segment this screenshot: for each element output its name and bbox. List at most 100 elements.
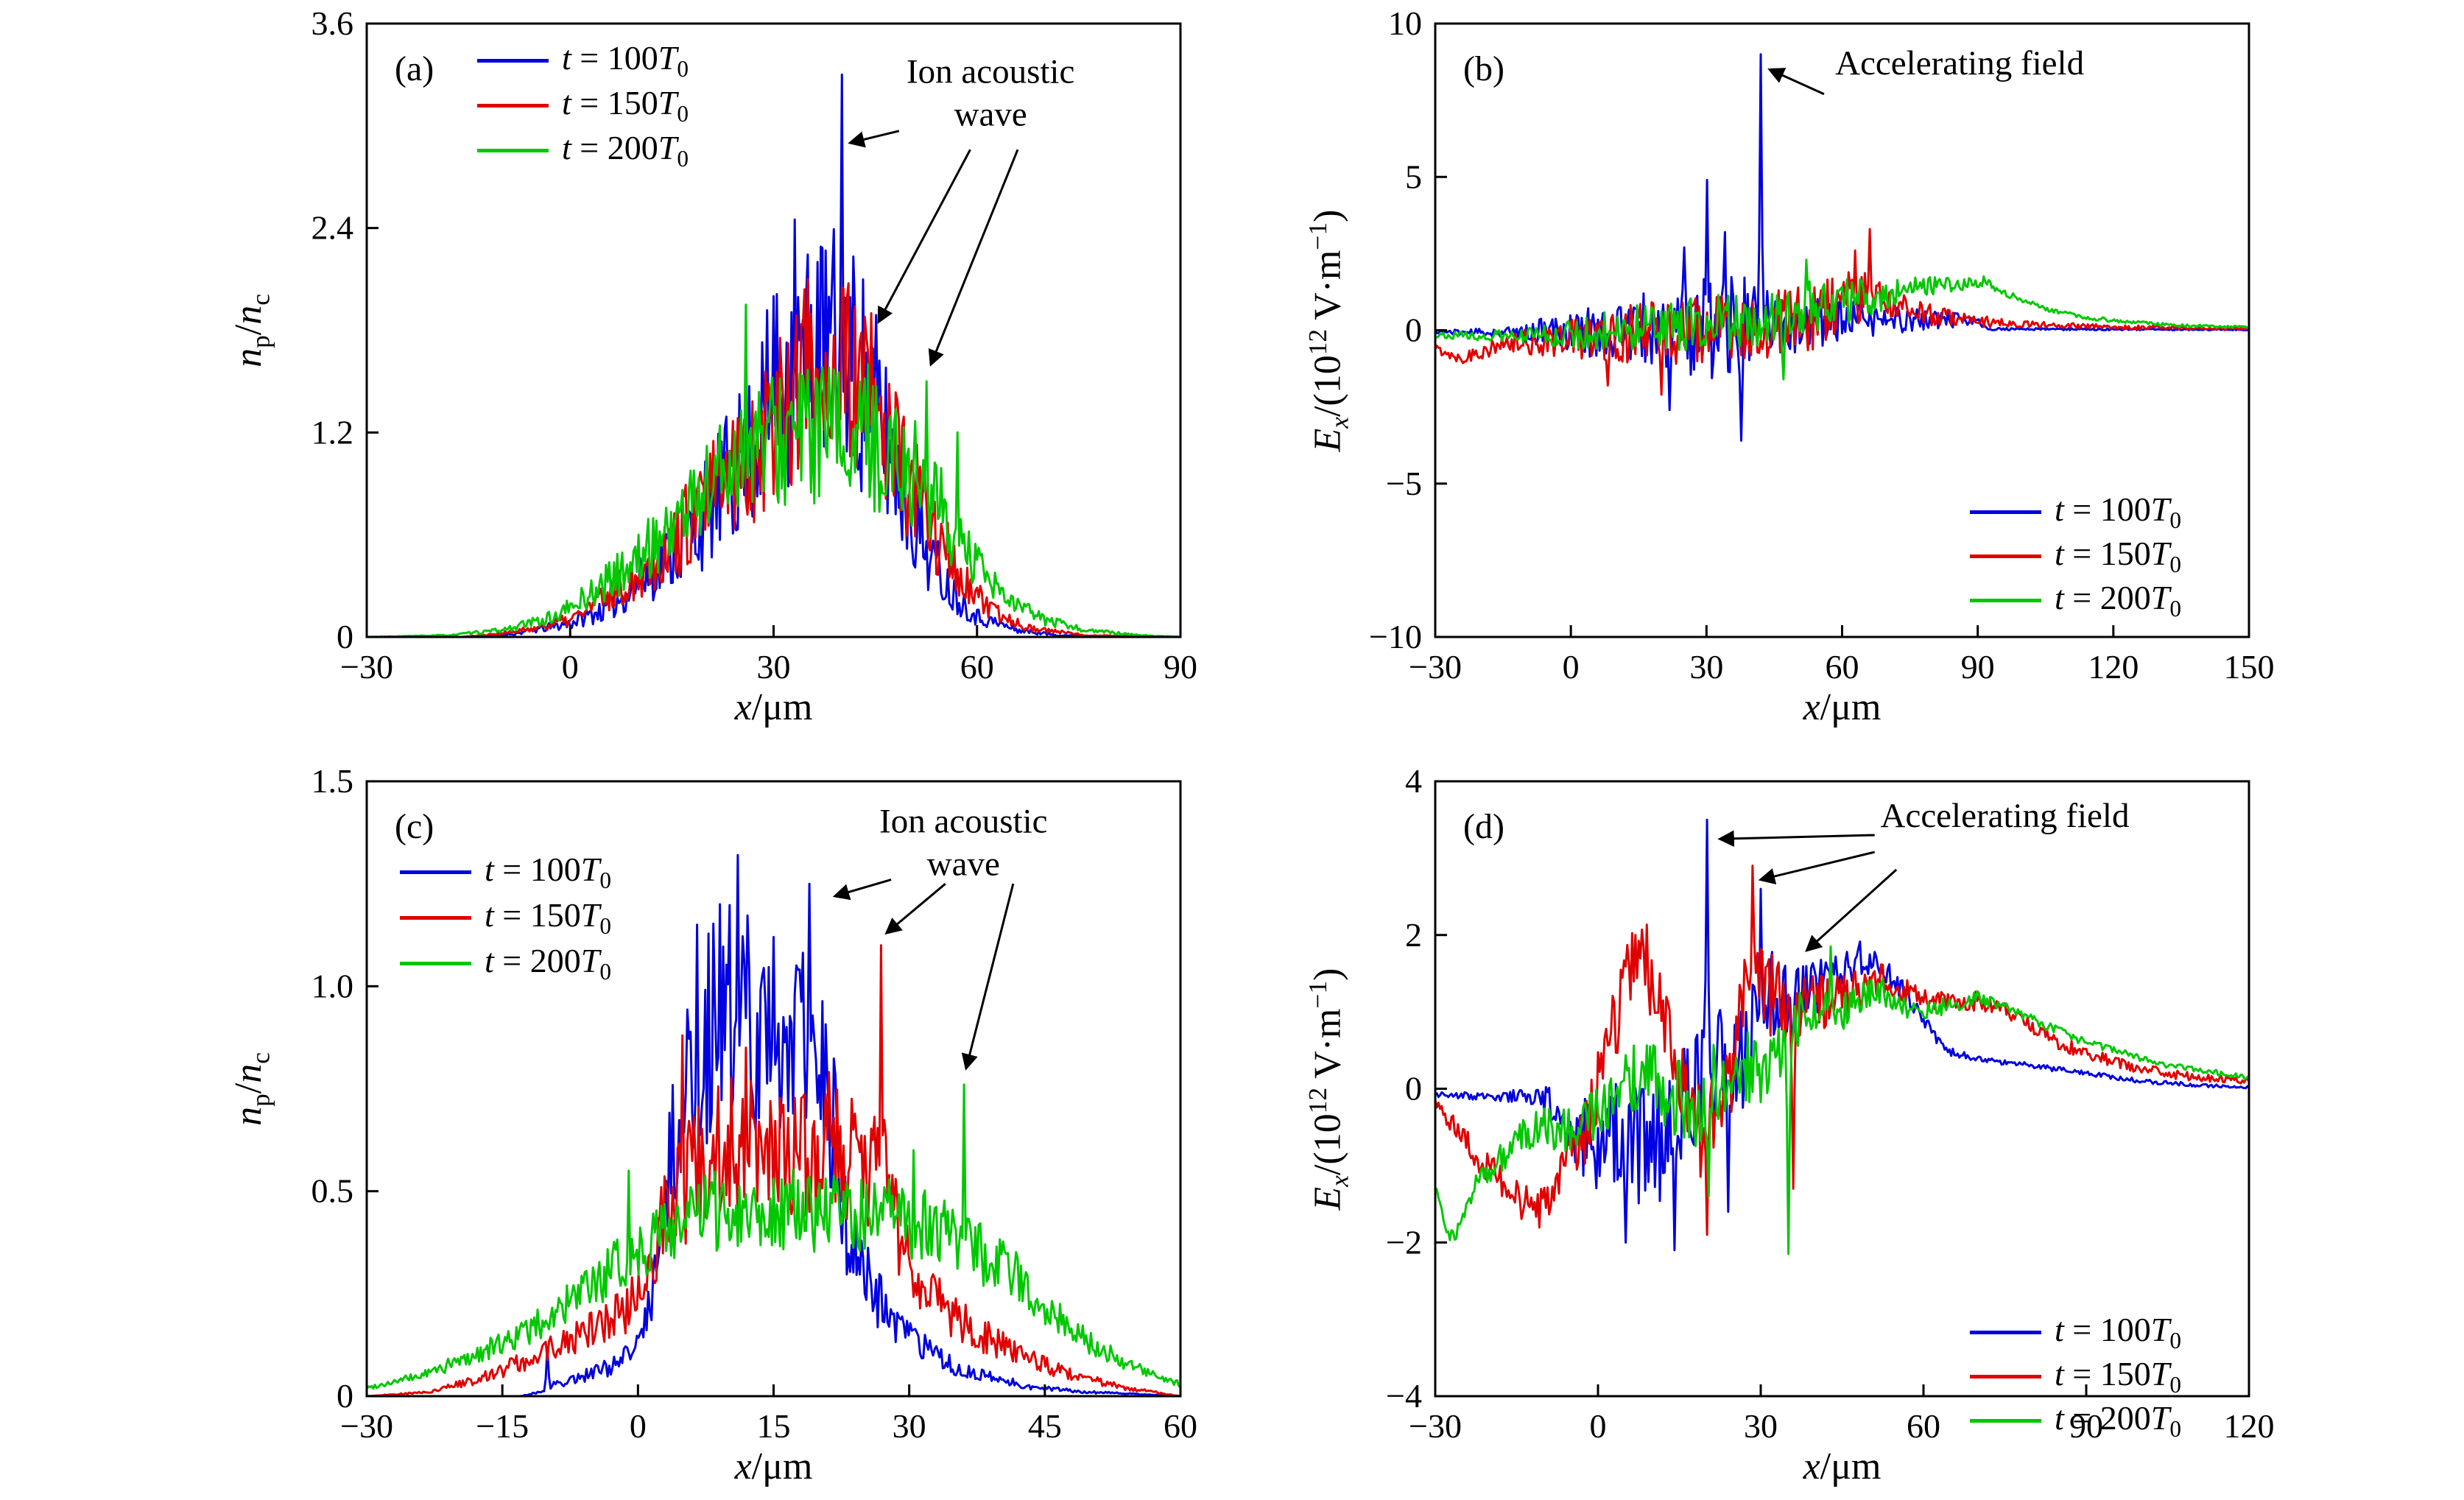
y-tick-label: 2.4 xyxy=(311,209,354,247)
annotation-arrow xyxy=(1767,68,1825,96)
x-tick-label: 0 xyxy=(1563,648,1580,686)
annotation-arrow xyxy=(884,883,946,935)
x-axis-label-d: x/μm xyxy=(1803,1446,1882,1487)
y-tick-label: 1.5 xyxy=(311,762,354,800)
x-tick-label: 150 xyxy=(2224,648,2275,686)
legend-line-sample xyxy=(1970,1330,2041,1334)
y-tick-label: 5 xyxy=(1405,158,1422,195)
x-tick-label: −30 xyxy=(1409,1407,1462,1445)
y-axis-label-b: Ex/(1012 V·m−1) xyxy=(1303,209,1354,451)
x-tick-label: 0 xyxy=(630,1407,647,1445)
panel-label-c: (c) xyxy=(395,807,434,846)
legend-line-sample xyxy=(1970,510,2041,514)
x-tick-label: 30 xyxy=(1744,1407,1778,1445)
x-tick-label: 45 xyxy=(1028,1407,1062,1445)
y-tick-label: −2 xyxy=(1386,1223,1422,1261)
x-axis-label-b: x/μm xyxy=(1803,686,1882,728)
panel-b: −30 0 30 60 90 120 150 −10 −5 0 5 10 xyxy=(1369,4,2274,686)
x-tick-label: 90 xyxy=(2069,1407,2103,1445)
legend-entry: t = 150T0 xyxy=(1970,1354,2181,1398)
x-tick-label: 120 xyxy=(2224,1407,2275,1445)
y-tick-label: −5 xyxy=(1386,465,1422,502)
annotation-arrow xyxy=(1758,851,1876,885)
series-c-t200 xyxy=(367,1083,1180,1390)
y-tick-label: 0 xyxy=(337,618,353,655)
panel-label-d: (d) xyxy=(1463,807,1504,846)
x-tick-label: 120 xyxy=(2088,648,2139,686)
x-tick-label: 15 xyxy=(757,1407,791,1445)
annotation-arrow xyxy=(961,883,1015,1071)
legend-entry: t = 100T0 xyxy=(400,849,611,895)
x-tick-label: 30 xyxy=(893,1407,926,1445)
legend-entry: t = 200T0 xyxy=(1970,578,2181,622)
y-tick-label: 2 xyxy=(1405,916,1422,954)
legend-line-sample xyxy=(477,59,549,63)
annotation-arrow xyxy=(928,149,1019,367)
x-axis-label-c: x/μm xyxy=(734,1446,813,1487)
annotation-text-c: Ion acoustic wave xyxy=(879,802,1048,884)
legend-line-sample xyxy=(477,149,549,152)
legend-entry-label: t = 200T0 xyxy=(2055,578,2181,622)
legend-entry-label: t = 150T0 xyxy=(2055,1354,2181,1398)
legend-line-sample xyxy=(477,104,549,108)
x-tick-label: 60 xyxy=(1826,648,1859,686)
panel-label-b: (b) xyxy=(1463,49,1504,88)
x-tick-label: −30 xyxy=(340,648,393,686)
legend-line-sample xyxy=(1970,598,2041,602)
legend-entry: t = 100T0 xyxy=(1970,1310,2181,1354)
y-tick-label: −4 xyxy=(1386,1377,1422,1415)
y-tick-label: 1.2 xyxy=(311,413,354,451)
legend-entry: t = 200T0 xyxy=(400,940,611,986)
y-tick-label: 1.0 xyxy=(311,967,354,1004)
legend-c: t = 100T0 t = 150T0 t = 200T0 xyxy=(400,849,611,986)
y-tick-label: 3.6 xyxy=(311,4,354,42)
legend-entry-label: t = 100T0 xyxy=(485,850,611,894)
legend-d: t = 100T0 t = 150T0 t = 200T0 xyxy=(1970,1310,2181,1443)
annotation-arrow xyxy=(848,130,900,148)
x-tick-label: 0 xyxy=(1590,1407,1607,1445)
y-tick-label: 0 xyxy=(337,1377,353,1415)
x-tick-label: 90 xyxy=(1961,648,1995,686)
legend-entry-label: t = 100T0 xyxy=(562,39,689,82)
x-tick-label: 90 xyxy=(1164,648,1197,686)
x-tick-label: 30 xyxy=(1689,648,1723,686)
legend-entry-label: t = 200T0 xyxy=(485,941,611,985)
legend-entry-label: t = 150T0 xyxy=(562,84,689,127)
legend-entry: t = 200T0 xyxy=(477,128,689,173)
x-tick-label: −30 xyxy=(340,1407,393,1445)
legend-line-sample xyxy=(1970,1418,2041,1423)
series-a-t150 xyxy=(367,278,1180,637)
legend-entry-label: t = 150T0 xyxy=(485,895,611,940)
legend-line-sample xyxy=(400,961,471,965)
panel-label-a: (a) xyxy=(395,49,434,88)
annotation-text-b: Accelerating field xyxy=(1835,44,2085,83)
x-tick-label: −15 xyxy=(476,1407,529,1445)
series-a-t100 xyxy=(367,73,1180,637)
legend-entry-label: t = 200T0 xyxy=(2055,1398,2181,1443)
y-axis-label-c: np/nc xyxy=(228,1052,275,1126)
y-tick-label: −10 xyxy=(1369,618,1422,655)
series-b-t200 xyxy=(1435,258,2249,381)
series-d-t200 xyxy=(1435,945,2249,1256)
x-tick-label: 60 xyxy=(1164,1407,1197,1445)
x-tick-label: −30 xyxy=(1409,648,1462,686)
legend-line-sample xyxy=(400,870,471,874)
legend-entry: t = 150T0 xyxy=(1970,534,2181,578)
x-tick-label: 0 xyxy=(562,648,579,686)
legend-entry: t = 100T0 xyxy=(1970,490,2181,534)
legend-b: t = 100T0 t = 150T0 t = 200T0 xyxy=(1970,490,2181,622)
y-tick-label: 0.5 xyxy=(311,1172,354,1210)
legend-entry: t = 150T0 xyxy=(400,895,611,940)
legend-entry-label: t = 100T0 xyxy=(2055,1310,2181,1354)
y-axis-label-a: np/nc xyxy=(228,293,275,367)
legend-entry-label: t = 100T0 xyxy=(2055,490,2181,534)
panel-c: −30 −15 0 15 30 45 60 0 0.5 1.0 1.5 xyxy=(311,762,1198,1445)
legend-entry: t = 100T0 xyxy=(477,38,689,83)
y-tick-label: 10 xyxy=(1388,4,1422,42)
x-tick-label: 30 xyxy=(757,648,791,686)
x-tick-label: 60 xyxy=(960,648,994,686)
